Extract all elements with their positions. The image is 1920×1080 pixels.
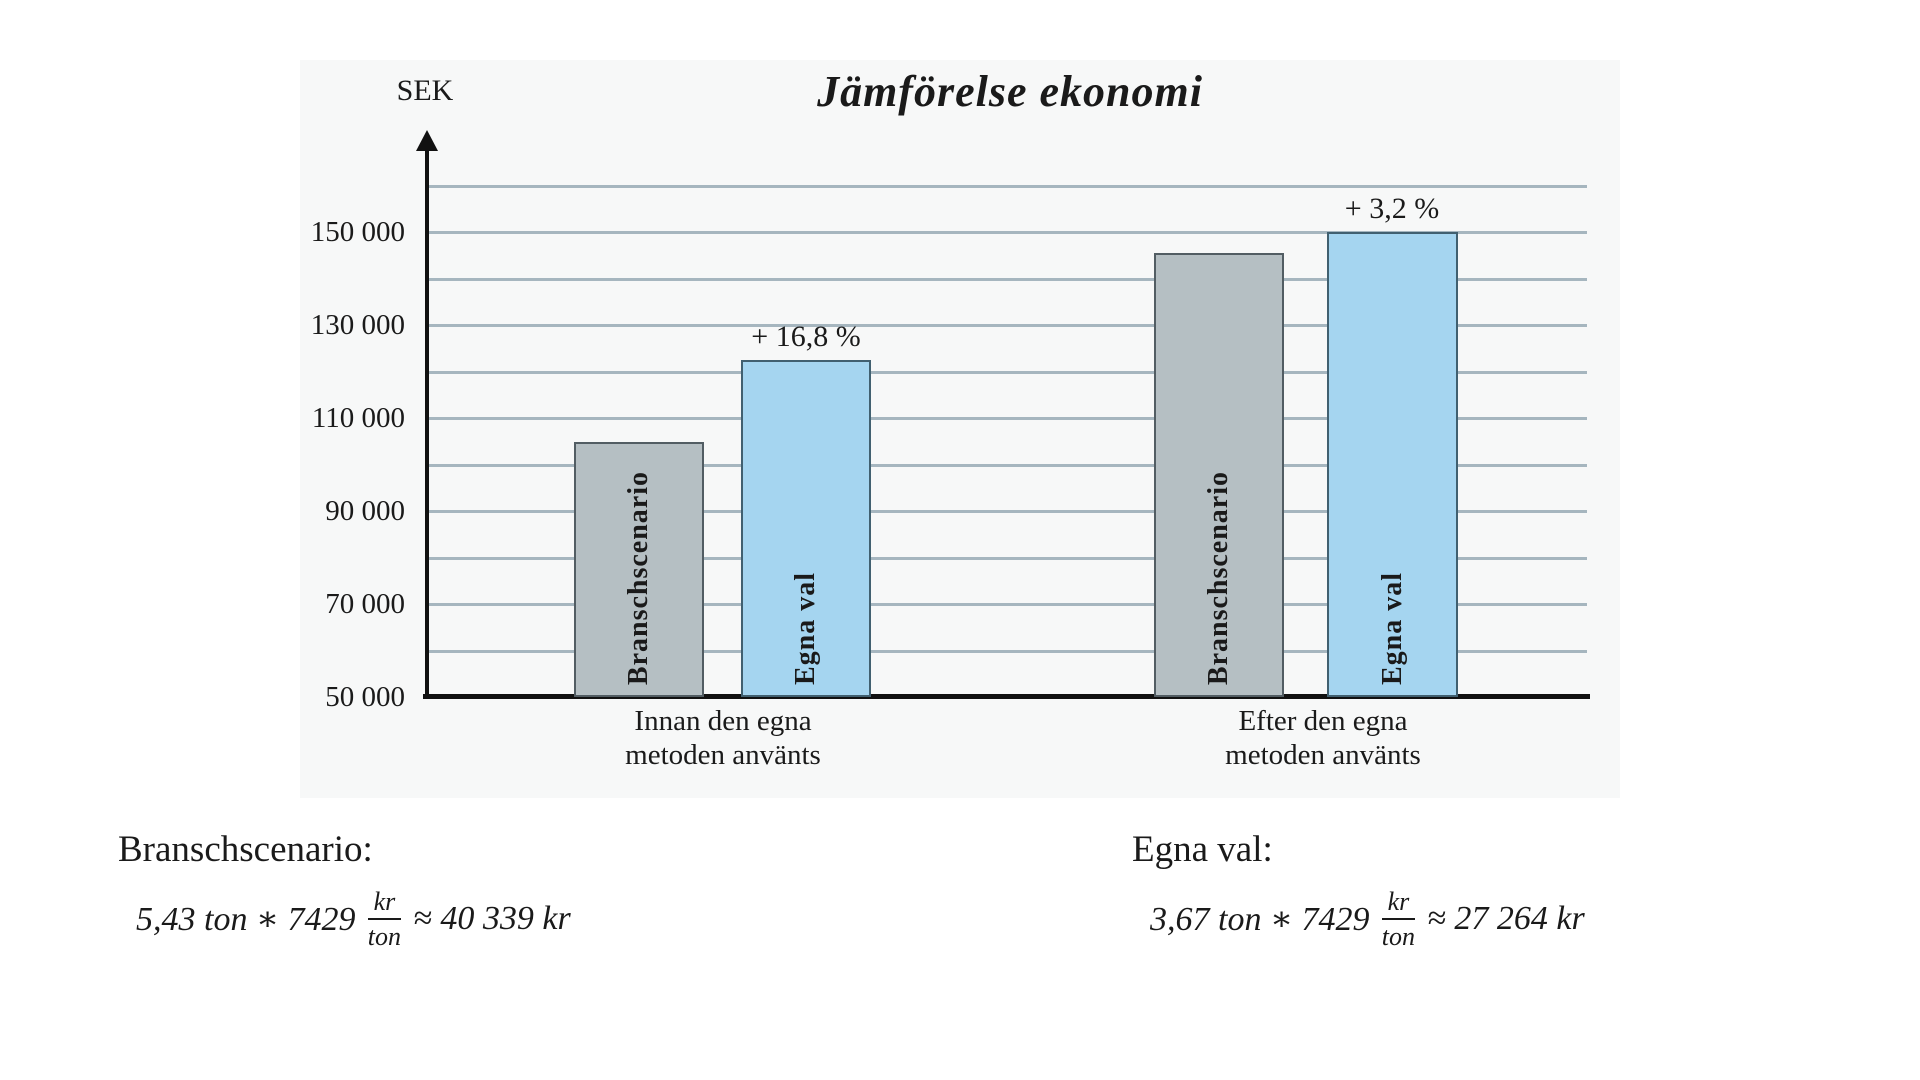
gridline (427, 510, 1587, 514)
bar-label: Branschscenario (1203, 470, 1234, 685)
fraction-kr-per-ton: kr ton (1381, 888, 1416, 952)
bar-label: Egna val (790, 571, 821, 685)
bar-group1-egna-val: Egna val (741, 359, 871, 697)
formula-branschscenario: 5,43 ton ∗ 7429 kr ton ≈ 40 339 kr (136, 888, 571, 951)
chart-title: Jämförelse ekonomi (817, 67, 1203, 116)
formula-lead: 5,43 ton ∗ 7429 (136, 901, 356, 939)
x-category-line1: Innan den egna (634, 705, 812, 737)
y-tick-150000: 150 000 (310, 216, 405, 249)
gridline (427, 417, 1587, 421)
y-tick-70000: 70 000 (325, 588, 405, 621)
bar-group2-branschscenario: Branschscenario (1154, 253, 1284, 697)
x-category-line2: metoden använts (1225, 739, 1421, 771)
y-axis (425, 148, 429, 697)
x-axis (423, 694, 1590, 699)
fraction-numerator: kr (1381, 888, 1416, 921)
formula-result: ≈ 40 339 kr (413, 900, 571, 938)
gridline (427, 185, 1587, 188)
formula-lead: 3,67 ton ∗ 7429 (1150, 901, 1370, 939)
gridline (427, 370, 1587, 374)
y-tick-130000: 130 000 (310, 309, 405, 342)
bar-group2-egna-val: Egna val (1327, 231, 1458, 697)
formula-egna-val: 3,67 ton ∗ 7429 kr ton ≈ 27 264 kr (1150, 888, 1585, 951)
x-category-line1: Efter den egna (1238, 705, 1408, 737)
y-tick-50000: 50 000 (325, 681, 405, 713)
gridline (427, 556, 1587, 560)
gridline (427, 277, 1587, 281)
y-axis-arrow-icon (416, 130, 438, 151)
annotation-group2-percent: + 3,2 % (1344, 191, 1440, 225)
formula-heading-branschscenario: Branschscenario: (118, 829, 373, 870)
fraction-kr-per-ton: kr ton (367, 888, 402, 952)
fraction-numerator: kr (367, 888, 402, 921)
formula-heading-egna-val: Egna val: (1132, 829, 1273, 870)
x-category-label-2: Efter den egna metoden använts (1093, 704, 1553, 772)
gridline (427, 463, 1587, 467)
gridline (427, 603, 1587, 607)
gridline (427, 649, 1587, 653)
fraction-denominator: ton (367, 922, 402, 952)
gridline (427, 324, 1587, 328)
bar-label: Egna val (1376, 571, 1408, 685)
fraction-denominator: ton (1381, 922, 1416, 952)
y-tick-110000: 110 000 (311, 402, 405, 435)
x-category-label-1: Innan den egna metoden använts (493, 704, 953, 772)
y-axis-unit-label: SEK (396, 74, 454, 107)
gridline (427, 231, 1587, 235)
bar-label: Branschscenario (623, 470, 654, 685)
y-tick-90000: 90 000 (325, 495, 405, 528)
bar-group1-branschscenario: Branschscenario (574, 441, 704, 697)
x-category-line2: metoden använts (625, 739, 821, 771)
formula-result: ≈ 27 264 kr (1427, 900, 1585, 938)
annotation-group1-percent: + 16,8 % (751, 319, 861, 353)
